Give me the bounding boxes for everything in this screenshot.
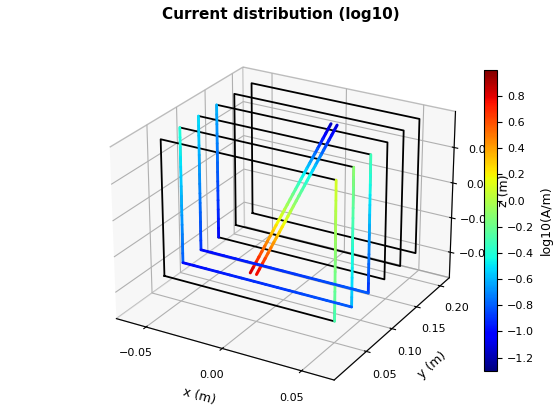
Title: Current distribution (log10): Current distribution (log10) — [162, 7, 400, 22]
X-axis label: x (m): x (m) — [181, 386, 217, 407]
Y-axis label: log10(A/m): log10(A/m) — [540, 185, 553, 255]
Y-axis label: y (m): y (m) — [416, 349, 449, 381]
